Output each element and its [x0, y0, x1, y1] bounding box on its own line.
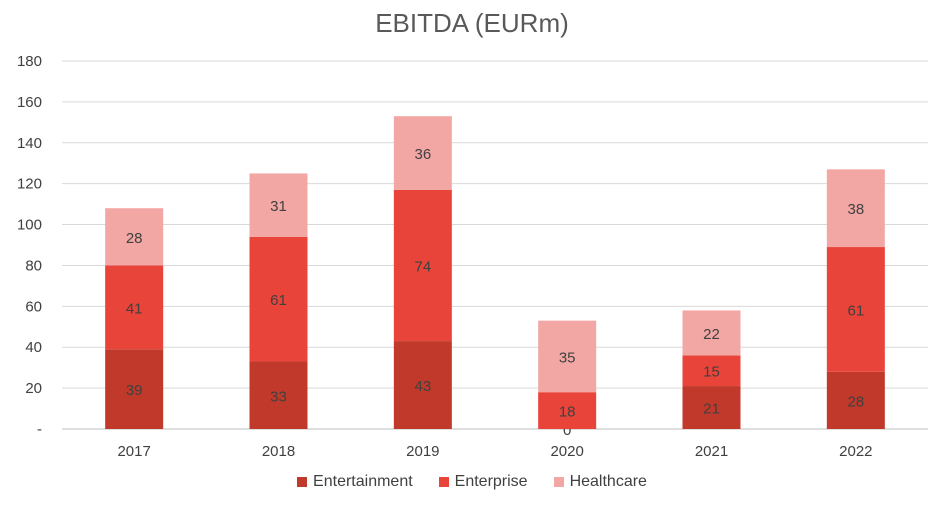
y-tick-label: - [37, 421, 42, 438]
data-label: 31 [270, 198, 287, 215]
bar-enterprise [682, 355, 741, 387]
data-label: 18 [559, 404, 576, 421]
y-tick-label: 120 [17, 176, 42, 193]
legend-swatch [297, 477, 308, 487]
x-tick-label: 2020 [550, 443, 583, 460]
bar-entertainment [105, 349, 164, 429]
data-label: 74 [414, 258, 431, 275]
bar-enterprise [826, 247, 885, 372]
bar-entertainment [393, 341, 452, 429]
bar-entertainment [682, 386, 741, 429]
bar-healthcare [826, 169, 885, 248]
data-label: 33 [270, 388, 287, 405]
bar-healthcare [105, 208, 164, 266]
x-tick-label: 2019 [406, 443, 439, 460]
bar-enterprise [538, 392, 597, 429]
bar-enterprise [393, 189, 452, 342]
bar-healthcare [393, 116, 452, 190]
data-label: 36 [414, 146, 431, 163]
y-tick-label: 60 [25, 298, 42, 315]
y-tick-label: 160 [17, 94, 42, 111]
data-label: 38 [847, 201, 864, 218]
bar-enterprise [105, 265, 164, 350]
bar-healthcare [682, 310, 741, 356]
data-label: 0 [563, 422, 571, 439]
data-label: 28 [847, 393, 864, 410]
x-tick-label: 2021 [695, 443, 728, 460]
x-tick-label: 2022 [839, 443, 872, 460]
legend-item: Enterprise [438, 473, 528, 491]
data-label: 43 [414, 378, 431, 395]
legend-swatch [438, 477, 449, 487]
legend-label: Entertainment [313, 473, 413, 490]
y-tick-label: 80 [25, 257, 42, 274]
data-label: 41 [126, 300, 143, 317]
data-label: 22 [703, 326, 720, 343]
y-tick-label: 20 [25, 380, 42, 397]
legend-label: Healthcare [569, 473, 647, 490]
legend-swatch [553, 477, 564, 487]
y-tick-label: 40 [25, 339, 42, 356]
bar-healthcare [249, 173, 308, 237]
chart-title: EBITDA (EURm) [375, 8, 569, 38]
data-label: 21 [703, 401, 720, 418]
data-label: 61 [847, 302, 864, 319]
x-tick-label: 2018 [262, 443, 295, 460]
y-tick-label: 180 [17, 53, 42, 70]
data-label: 35 [559, 349, 576, 366]
bar-enterprise [249, 236, 308, 362]
y-tick-label: 100 [17, 217, 42, 234]
data-label: 15 [703, 364, 720, 381]
x-tick-label: 2017 [117, 443, 150, 460]
data-label: 61 [270, 292, 287, 309]
legend-item: Entertainment [297, 473, 413, 491]
chart-legend: Entertainment Enterprise Healthcare [0, 473, 944, 491]
y-tick-label: 140 [17, 135, 42, 152]
legend-item: Healthcare [553, 473, 647, 491]
bar-healthcare [538, 320, 597, 393]
data-label: 28 [126, 230, 143, 247]
bar-entertainment [249, 361, 308, 429]
legend-label: Enterprise [454, 473, 528, 490]
bar-entertainment [826, 371, 885, 429]
data-label: 39 [126, 382, 143, 399]
